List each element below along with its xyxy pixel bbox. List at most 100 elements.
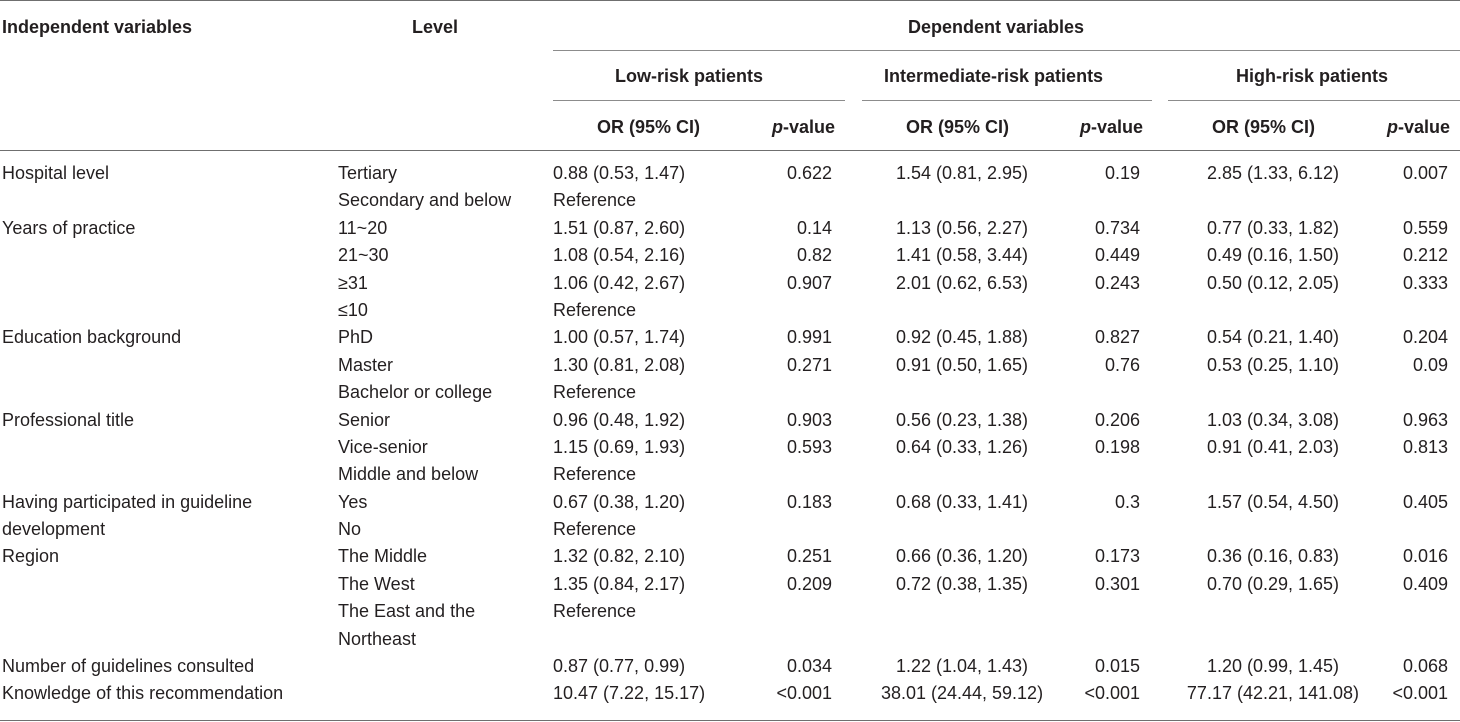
header-or-intermediate: OR (95% CI)	[906, 117, 1010, 137]
table-row: 21~30 1.08 (0.54, 2.16) 0.82 1.41 (0.58, 3.…	[0, 242, 1460, 269]
row-level: The Middle	[338, 546, 428, 567]
p-low: 0.271	[786, 354, 832, 375]
p-intermediate: 0.243	[1094, 272, 1140, 293]
table-row: Hospital level Tertiary 0.88 (0.53, 1.47) 0…	[0, 160, 1460, 187]
p-intermediate: 0.173	[1094, 546, 1140, 567]
or-low: Reference	[553, 299, 637, 320]
p-high: 0.068	[1402, 656, 1448, 677]
or-low: Reference	[553, 601, 637, 622]
p-intermediate: 0.734	[1094, 217, 1140, 238]
row-variable: Years of practice	[2, 217, 136, 238]
p-low: 0.903	[786, 409, 832, 430]
or-low: Reference	[553, 464, 637, 485]
row-level: Vice-senior	[338, 436, 428, 457]
header-or-low: OR (95% CI)	[597, 117, 701, 137]
or-intermediate: 38.01 (24.44, 59.12)	[880, 683, 1044, 704]
table-row: Bachelor or college Reference	[0, 379, 1460, 406]
row-variable: Knowledge of this recommendation	[2, 683, 284, 704]
p-italic: p	[772, 117, 783, 137]
row-level: 11~20	[338, 217, 388, 238]
or-low: 0.96 (0.48, 1.92)	[553, 409, 686, 430]
or-low: 1.35 (0.84, 2.17)	[553, 573, 686, 594]
group-rule-low	[553, 100, 845, 101]
header-or-high: OR (95% CI)	[1212, 117, 1316, 137]
or-intermediate: 1.54 (0.81, 2.95)	[895, 163, 1029, 183]
row-variable: Professional title	[2, 409, 135, 430]
row-level: Yes	[338, 491, 368, 512]
p-low: 0.593	[786, 436, 832, 457]
header-p-low: p-value	[772, 116, 835, 138]
table-row: Vice-senior 1.15 (0.69, 1.93) 0.593 0.64 (0…	[0, 434, 1460, 461]
p-intermediate: 0.449	[1094, 245, 1140, 266]
or-high: 0.54 (0.21, 1.40)	[1206, 327, 1340, 348]
p-high: 0.405	[1402, 491, 1448, 512]
or-low: Reference	[553, 190, 637, 211]
or-intermediate: 0.72 (0.38, 1.35)	[895, 573, 1029, 594]
or-high: 1.20 (0.99, 1.45)	[1206, 656, 1340, 677]
table-row: Number of guidelines consulted 0.87 (0.77…	[0, 653, 1460, 680]
or-low: 1.32 (0.82, 2.10)	[553, 546, 686, 567]
p-low: 0.034	[786, 656, 832, 677]
table-row: Education background PhD 1.00 (0.57, 1.74)…	[0, 324, 1460, 351]
row-variable: Region	[2, 546, 60, 567]
row-variable: Hospital level	[2, 163, 110, 183]
p-low: 0.209	[786, 573, 832, 594]
top-rule	[0, 0, 1460, 1]
row-level: The East and the Northeast	[338, 601, 476, 649]
or-intermediate: 0.64 (0.33, 1.26)	[895, 436, 1029, 457]
row-level: ≥31	[338, 272, 368, 293]
p-italic: p	[1387, 117, 1398, 137]
p-intermediate: 0.301	[1094, 573, 1140, 594]
header-independent-variables: Independent variables	[2, 17, 193, 37]
or-high: 1.57 (0.54, 4.50)	[1206, 491, 1340, 512]
or-high: 2.85 (1.33, 6.12)	[1206, 163, 1340, 183]
row-level: Secondary and below	[338, 190, 512, 211]
or-high: 0.50 (0.12, 2.05)	[1206, 272, 1340, 293]
or-low: Reference	[553, 519, 637, 540]
or-low: 1.15 (0.69, 1.93)	[553, 436, 686, 457]
or-intermediate: 0.66 (0.36, 1.20)	[895, 546, 1029, 567]
or-intermediate: 0.56 (0.23, 1.38)	[895, 409, 1029, 430]
table-row: ≥31 1.06 (0.42, 2.67) 0.907 2.01 (0.62, 6.5…	[0, 270, 1460, 297]
p-low: 0.991	[786, 327, 832, 348]
table-row: Middle and below Reference	[0, 461, 1460, 488]
header-p-high: p-value	[1387, 116, 1450, 138]
row-level: The West	[338, 573, 415, 594]
or-intermediate: 1.22 (1.04, 1.43)	[895, 656, 1029, 677]
p-low: 0.82	[796, 245, 832, 266]
table-row: development No Reference	[0, 516, 1460, 543]
or-low: 1.30 (0.81, 2.08)	[553, 354, 686, 375]
or-low: 1.51 (0.87, 2.60)	[553, 217, 686, 238]
row-level: ≤10	[338, 299, 368, 320]
header-bottom-rule	[0, 150, 1460, 151]
or-high: 1.03 (0.34, 3.08)	[1206, 409, 1340, 430]
or-intermediate: 1.13 (0.56, 2.27)	[895, 217, 1029, 238]
or-intermediate: 0.92 (0.45, 1.88)	[895, 327, 1029, 348]
or-intermediate: 0.91 (0.50, 1.65)	[895, 354, 1029, 375]
table-row: Professional title Senior 0.96 (0.48, 1.92…	[0, 407, 1460, 434]
row-level: Middle and below	[338, 464, 479, 485]
row-level: No	[338, 519, 362, 540]
table-body: Hospital level Tertiary 0.88 (0.53, 1.47) 0…	[0, 160, 1460, 708]
or-high: 0.77 (0.33, 1.82)	[1206, 217, 1340, 238]
table-row: The East and the Northeast Reference	[0, 598, 1460, 653]
p-low: 0.622	[786, 163, 832, 183]
p-intermediate: 0.015	[1094, 656, 1140, 677]
group-rule-high	[1168, 100, 1460, 101]
p-italic: p	[1080, 117, 1091, 137]
or-high: 0.53 (0.25, 1.10)	[1206, 354, 1340, 375]
row-level: 21~30	[338, 245, 389, 266]
p-intermediate: 0.76	[1104, 354, 1140, 375]
p-high: 0.204	[1402, 327, 1448, 348]
row-variable: Number of guidelines consulted	[2, 656, 255, 677]
row-variable: Education background	[2, 327, 182, 348]
p-intermediate: <0.001	[1084, 683, 1140, 704]
table-row: The West 1.35 (0.84, 2.17) 0.209 0.72 (0.38…	[0, 571, 1460, 598]
p-low: 0.183	[786, 491, 832, 512]
p-high: <0.001	[1392, 683, 1448, 704]
header-group-intermediate: Intermediate-risk patients	[884, 66, 1104, 86]
group-rule-intermediate	[862, 100, 1152, 101]
or-high: 77.17 (42.21, 141.08)	[1186, 683, 1360, 704]
p-intermediate: 0.827	[1094, 327, 1140, 348]
or-intermediate: 2.01 (0.62, 6.53)	[895, 272, 1029, 293]
